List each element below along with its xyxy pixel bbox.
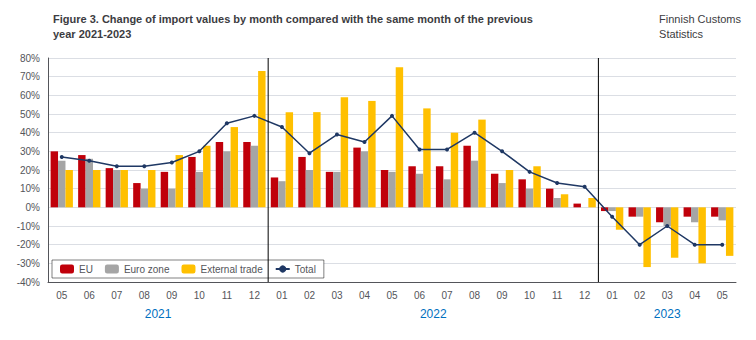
svg-text:year 2021-2023: year 2021-2023	[53, 28, 131, 40]
svg-text:2022: 2022	[420, 307, 447, 321]
svg-text:04: 04	[359, 290, 371, 301]
svg-text:80%: 80%	[20, 53, 40, 64]
svg-text:11: 11	[222, 290, 233, 301]
svg-text:70%: 70%	[20, 71, 40, 82]
svg-text:06: 06	[84, 290, 96, 301]
svg-text:06: 06	[414, 290, 426, 301]
svg-text:40%: 40%	[20, 127, 40, 138]
svg-text:12: 12	[579, 290, 591, 301]
svg-text:External trade: External trade	[200, 264, 263, 275]
svg-text:10: 10	[524, 290, 536, 301]
svg-text:60%: 60%	[20, 90, 40, 101]
svg-text:02: 02	[634, 290, 646, 301]
svg-text:-40%: -40%	[17, 277, 40, 288]
svg-text:05: 05	[56, 290, 68, 301]
svg-text:03: 03	[662, 290, 674, 301]
svg-text:20%: 20%	[20, 165, 40, 176]
svg-text:50%: 50%	[20, 109, 40, 120]
svg-text:Total: Total	[295, 264, 316, 275]
svg-text:01: 01	[276, 290, 288, 301]
svg-text:0%: 0%	[26, 202, 41, 213]
svg-text:10%: 10%	[20, 183, 40, 194]
svg-text:05: 05	[717, 290, 729, 301]
svg-text:09: 09	[166, 290, 178, 301]
svg-text:Euro zone: Euro zone	[124, 264, 170, 275]
svg-text:-30%: -30%	[17, 258, 40, 269]
svg-text:05: 05	[386, 290, 398, 301]
svg-text:2021: 2021	[145, 307, 172, 321]
svg-text:07: 07	[111, 290, 123, 301]
svg-text:08: 08	[139, 290, 151, 301]
svg-text:Statistics: Statistics	[659, 28, 704, 40]
svg-text:08: 08	[469, 290, 481, 301]
svg-text:30%: 30%	[20, 146, 40, 157]
svg-text:-10%: -10%	[17, 221, 40, 232]
svg-text:09: 09	[497, 290, 509, 301]
svg-text:EU: EU	[79, 264, 93, 275]
svg-text:11: 11	[552, 290, 563, 301]
svg-text:02: 02	[304, 290, 316, 301]
svg-text:03: 03	[331, 290, 343, 301]
svg-text:10: 10	[194, 290, 206, 301]
svg-text:2023: 2023	[654, 307, 681, 321]
svg-text:04: 04	[689, 290, 701, 301]
svg-text:07: 07	[441, 290, 453, 301]
svg-text:12: 12	[249, 290, 261, 301]
svg-text:01: 01	[607, 290, 619, 301]
svg-text:Finnish Customs: Finnish Customs	[659, 13, 741, 25]
svg-text:-20%: -20%	[17, 239, 40, 250]
svg-text:Figure 3. Change of import val: Figure 3. Change of import values by mon…	[53, 13, 533, 25]
